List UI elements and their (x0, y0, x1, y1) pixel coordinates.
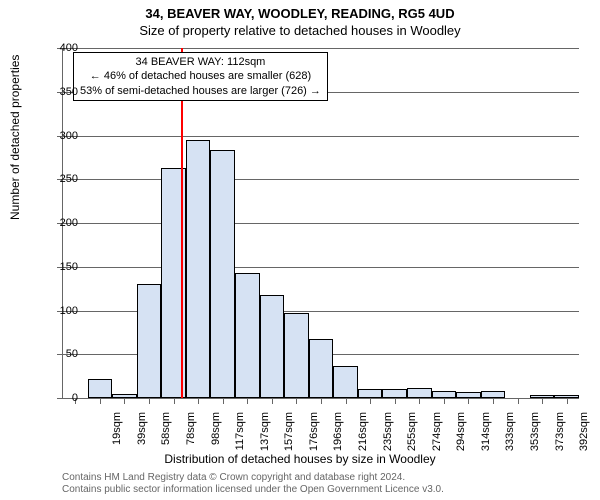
x-tick-label: 333sqm (504, 412, 516, 458)
x-tick-label: 78sqm (185, 412, 197, 458)
x-tick (272, 398, 273, 404)
x-tick-label: 176sqm (308, 412, 320, 458)
gridline-h (63, 136, 579, 137)
y-tick-label: 50 (48, 348, 78, 360)
y-tick-label: 0 (48, 392, 78, 404)
histogram-bar (432, 391, 457, 398)
x-tick (296, 398, 297, 404)
x-tick (100, 398, 101, 404)
footer: Contains HM Land Registry data © Crown c… (62, 472, 444, 496)
histogram-bar (309, 339, 334, 398)
x-tick-label: 294sqm (455, 412, 467, 458)
x-tick-label: 157sqm (283, 412, 295, 458)
title-main: 34, BEAVER WAY, WOODLEY, READING, RG5 4U… (0, 0, 600, 21)
histogram-bar (235, 273, 260, 398)
y-tick-label: 250 (48, 173, 78, 185)
chart-container: 34, BEAVER WAY, WOODLEY, READING, RG5 4U… (0, 0, 600, 500)
y-tick-label: 150 (48, 261, 78, 273)
x-tick-label: 39sqm (136, 412, 148, 458)
x-tick-label: 373sqm (554, 412, 566, 458)
histogram-bar (407, 388, 432, 399)
gridline-h (63, 48, 579, 49)
histogram-bar (481, 391, 506, 398)
x-tick (468, 398, 469, 404)
annotation-box: 34 BEAVER WAY: 112sqm ← 46% of detached … (73, 52, 328, 101)
histogram-bar (333, 366, 358, 398)
footer-line1: Contains HM Land Registry data © Crown c… (62, 472, 444, 484)
x-tick (346, 398, 347, 404)
title-sub: Size of property relative to detached ho… (0, 21, 600, 38)
histogram-bar (382, 389, 407, 398)
annotation-line3: 53% of semi-detached houses are larger (… (80, 84, 321, 98)
annotation-line2: ← 46% of detached houses are smaller (62… (80, 69, 321, 83)
x-tick-label: 255sqm (406, 412, 418, 458)
plot-area: 34 BEAVER WAY: 112sqm ← 46% of detached … (62, 48, 579, 399)
histogram-bar (210, 150, 235, 398)
x-tick-label: 196sqm (332, 412, 344, 458)
y-axis-title: Number of detached properties (8, 55, 22, 220)
x-tick (247, 398, 248, 404)
gridline-h (63, 223, 579, 224)
gridline-h (63, 267, 579, 268)
x-tick (493, 398, 494, 404)
histogram-bar (137, 284, 162, 398)
histogram-bar (260, 295, 285, 398)
histogram-bar (284, 313, 309, 398)
x-tick-label: 216sqm (357, 412, 369, 458)
y-tick-label: 100 (48, 305, 78, 317)
histogram-bar (88, 379, 113, 398)
x-tick-label: 137sqm (259, 412, 271, 458)
x-tick-label: 353sqm (529, 412, 541, 458)
x-tick-label: 235sqm (382, 412, 394, 458)
x-tick (419, 398, 420, 404)
x-tick-label: 58sqm (160, 412, 172, 458)
x-tick (124, 398, 125, 404)
x-tick (149, 398, 150, 404)
x-tick-label: 314sqm (480, 412, 492, 458)
y-tick-label: 350 (48, 86, 78, 98)
x-tick (370, 398, 371, 404)
y-tick-label: 200 (48, 217, 78, 229)
x-tick-label: 392sqm (578, 412, 590, 458)
histogram-bar (186, 140, 211, 398)
x-tick-label: 98sqm (210, 412, 222, 458)
x-tick (395, 398, 396, 404)
x-tick (174, 398, 175, 404)
y-tick-label: 300 (48, 130, 78, 142)
x-tick (198, 398, 199, 404)
footer-line2: Contains public sector information licen… (62, 484, 444, 496)
x-tick-label: 274sqm (431, 412, 443, 458)
x-tick (223, 398, 224, 404)
annotation-line1: 34 BEAVER WAY: 112sqm (80, 55, 321, 69)
x-tick-label: 19sqm (111, 412, 123, 458)
x-tick (444, 398, 445, 404)
y-tick-label: 400 (48, 42, 78, 54)
x-tick-label: 117sqm (234, 412, 246, 458)
x-tick (567, 398, 568, 404)
x-tick (518, 398, 519, 404)
x-tick (321, 398, 322, 404)
histogram-bar (358, 389, 383, 398)
gridline-h (63, 179, 579, 180)
x-tick (542, 398, 543, 404)
